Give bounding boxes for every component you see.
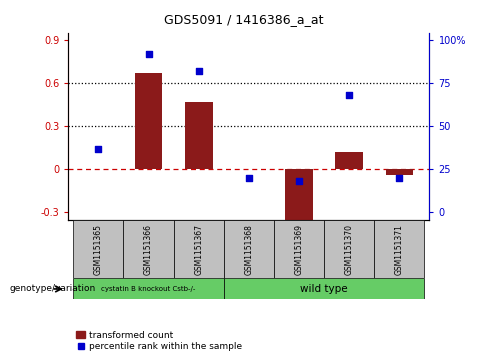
Text: genotype/variation: genotype/variation [10,285,96,293]
Bar [374,220,425,278]
Bar [174,220,224,278]
Text: GSM1151370: GSM1151370 [345,224,354,275]
Bar [123,220,174,278]
Bar [73,220,123,278]
Bar [224,278,425,299]
Text: GSM1151365: GSM1151365 [94,224,103,275]
Point [195,68,203,74]
Text: wild type: wild type [300,284,348,294]
Bar [274,220,324,278]
Bar [185,102,212,169]
Point [346,92,353,98]
Text: GDS5091 / 1416386_a_at: GDS5091 / 1416386_a_at [164,13,324,26]
Point [245,175,253,181]
Bar [224,220,274,278]
Bar [73,278,224,299]
Text: GSM1151366: GSM1151366 [144,224,153,275]
Text: cystatin B knockout Cstb-/-: cystatin B knockout Cstb-/- [102,286,196,292]
Bar [386,169,413,175]
Bar [285,169,313,220]
Legend: transformed count, percentile rank within the sample: transformed count, percentile rank withi… [73,327,246,355]
Bar [335,152,363,169]
Text: GSM1151368: GSM1151368 [244,224,253,275]
Point [295,179,303,184]
Point [95,146,102,151]
Text: GSM1151369: GSM1151369 [295,224,304,275]
Point [395,175,403,181]
Text: GSM1151367: GSM1151367 [194,224,203,275]
Point [144,51,152,57]
Text: GSM1151371: GSM1151371 [395,224,404,275]
Bar [324,220,374,278]
Bar [135,73,163,169]
